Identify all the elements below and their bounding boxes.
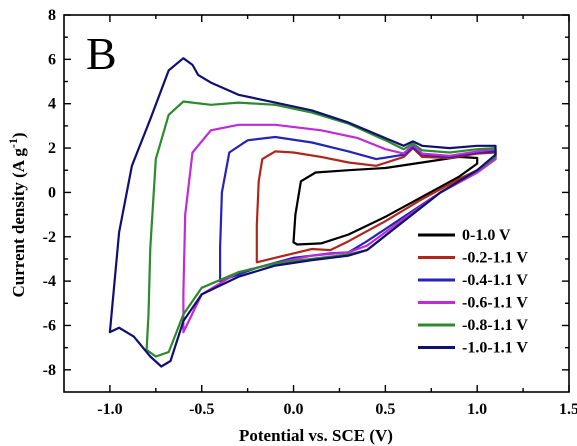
legend-label: -1.0-1.1 V bbox=[462, 340, 528, 357]
series-line bbox=[255, 147, 497, 264]
plot-frame bbox=[63, 14, 570, 393]
y-tick-label: -6 bbox=[43, 317, 56, 334]
legend-label: -0.8-1.1 V bbox=[462, 317, 528, 334]
y-axis-title: Current density (A g-1) bbox=[6, 132, 28, 297]
x-tick-label: -0.5 bbox=[189, 401, 214, 418]
x-axis-title: Potential vs. SCE (V) bbox=[239, 426, 393, 445]
legend-label: 0-1.0 V bbox=[462, 227, 511, 244]
y-tick-label: -2 bbox=[43, 229, 56, 246]
series-layer bbox=[108, 57, 497, 368]
legend-label: -0.2-1.1 V bbox=[462, 250, 528, 267]
y-tick-labels: -8 -6 -4 -2 0 2 4 6 8 bbox=[43, 7, 56, 379]
y-axis-title-main: Current density (A g bbox=[9, 148, 28, 298]
x-tick-label: 1.0 bbox=[467, 401, 487, 418]
series-line bbox=[182, 123, 497, 334]
y-tick-label: 6 bbox=[48, 51, 56, 68]
legend-label: -0.6-1.1 V bbox=[462, 295, 528, 312]
y-tick-label: 4 bbox=[48, 96, 56, 113]
x-tick-labels: -1.0 -0.5 0.0 0.5 1.0 1.5 bbox=[97, 401, 577, 418]
legend: 0-1.0 V -0.2-1.1 V -0.4-1.1 V -0.6-1.1 V -0.… bbox=[418, 227, 528, 357]
y-tick-label: 2 bbox=[48, 140, 56, 157]
x-tick-label: 0.0 bbox=[284, 401, 304, 418]
x-tick-label: 0.5 bbox=[375, 401, 395, 418]
axis-ticks bbox=[64, 14, 570, 392]
y-tick-label: 8 bbox=[48, 7, 56, 24]
series-line bbox=[108, 57, 497, 368]
x-tick-label: -1.0 bbox=[97, 401, 122, 418]
panel-label: B bbox=[86, 28, 117, 79]
legend-label: -0.4-1.1 V bbox=[462, 272, 528, 289]
y-axis-title-end: ) bbox=[9, 132, 28, 138]
y-tick-label: -4 bbox=[43, 273, 56, 290]
y-tick-label: 0 bbox=[48, 184, 56, 201]
y-tick-label: -8 bbox=[43, 362, 56, 379]
y-axis-title-sup: -1 bbox=[6, 138, 20, 148]
series-line bbox=[145, 100, 497, 358]
x-tick-label: 1.5 bbox=[559, 401, 577, 418]
series-line bbox=[292, 155, 479, 246]
